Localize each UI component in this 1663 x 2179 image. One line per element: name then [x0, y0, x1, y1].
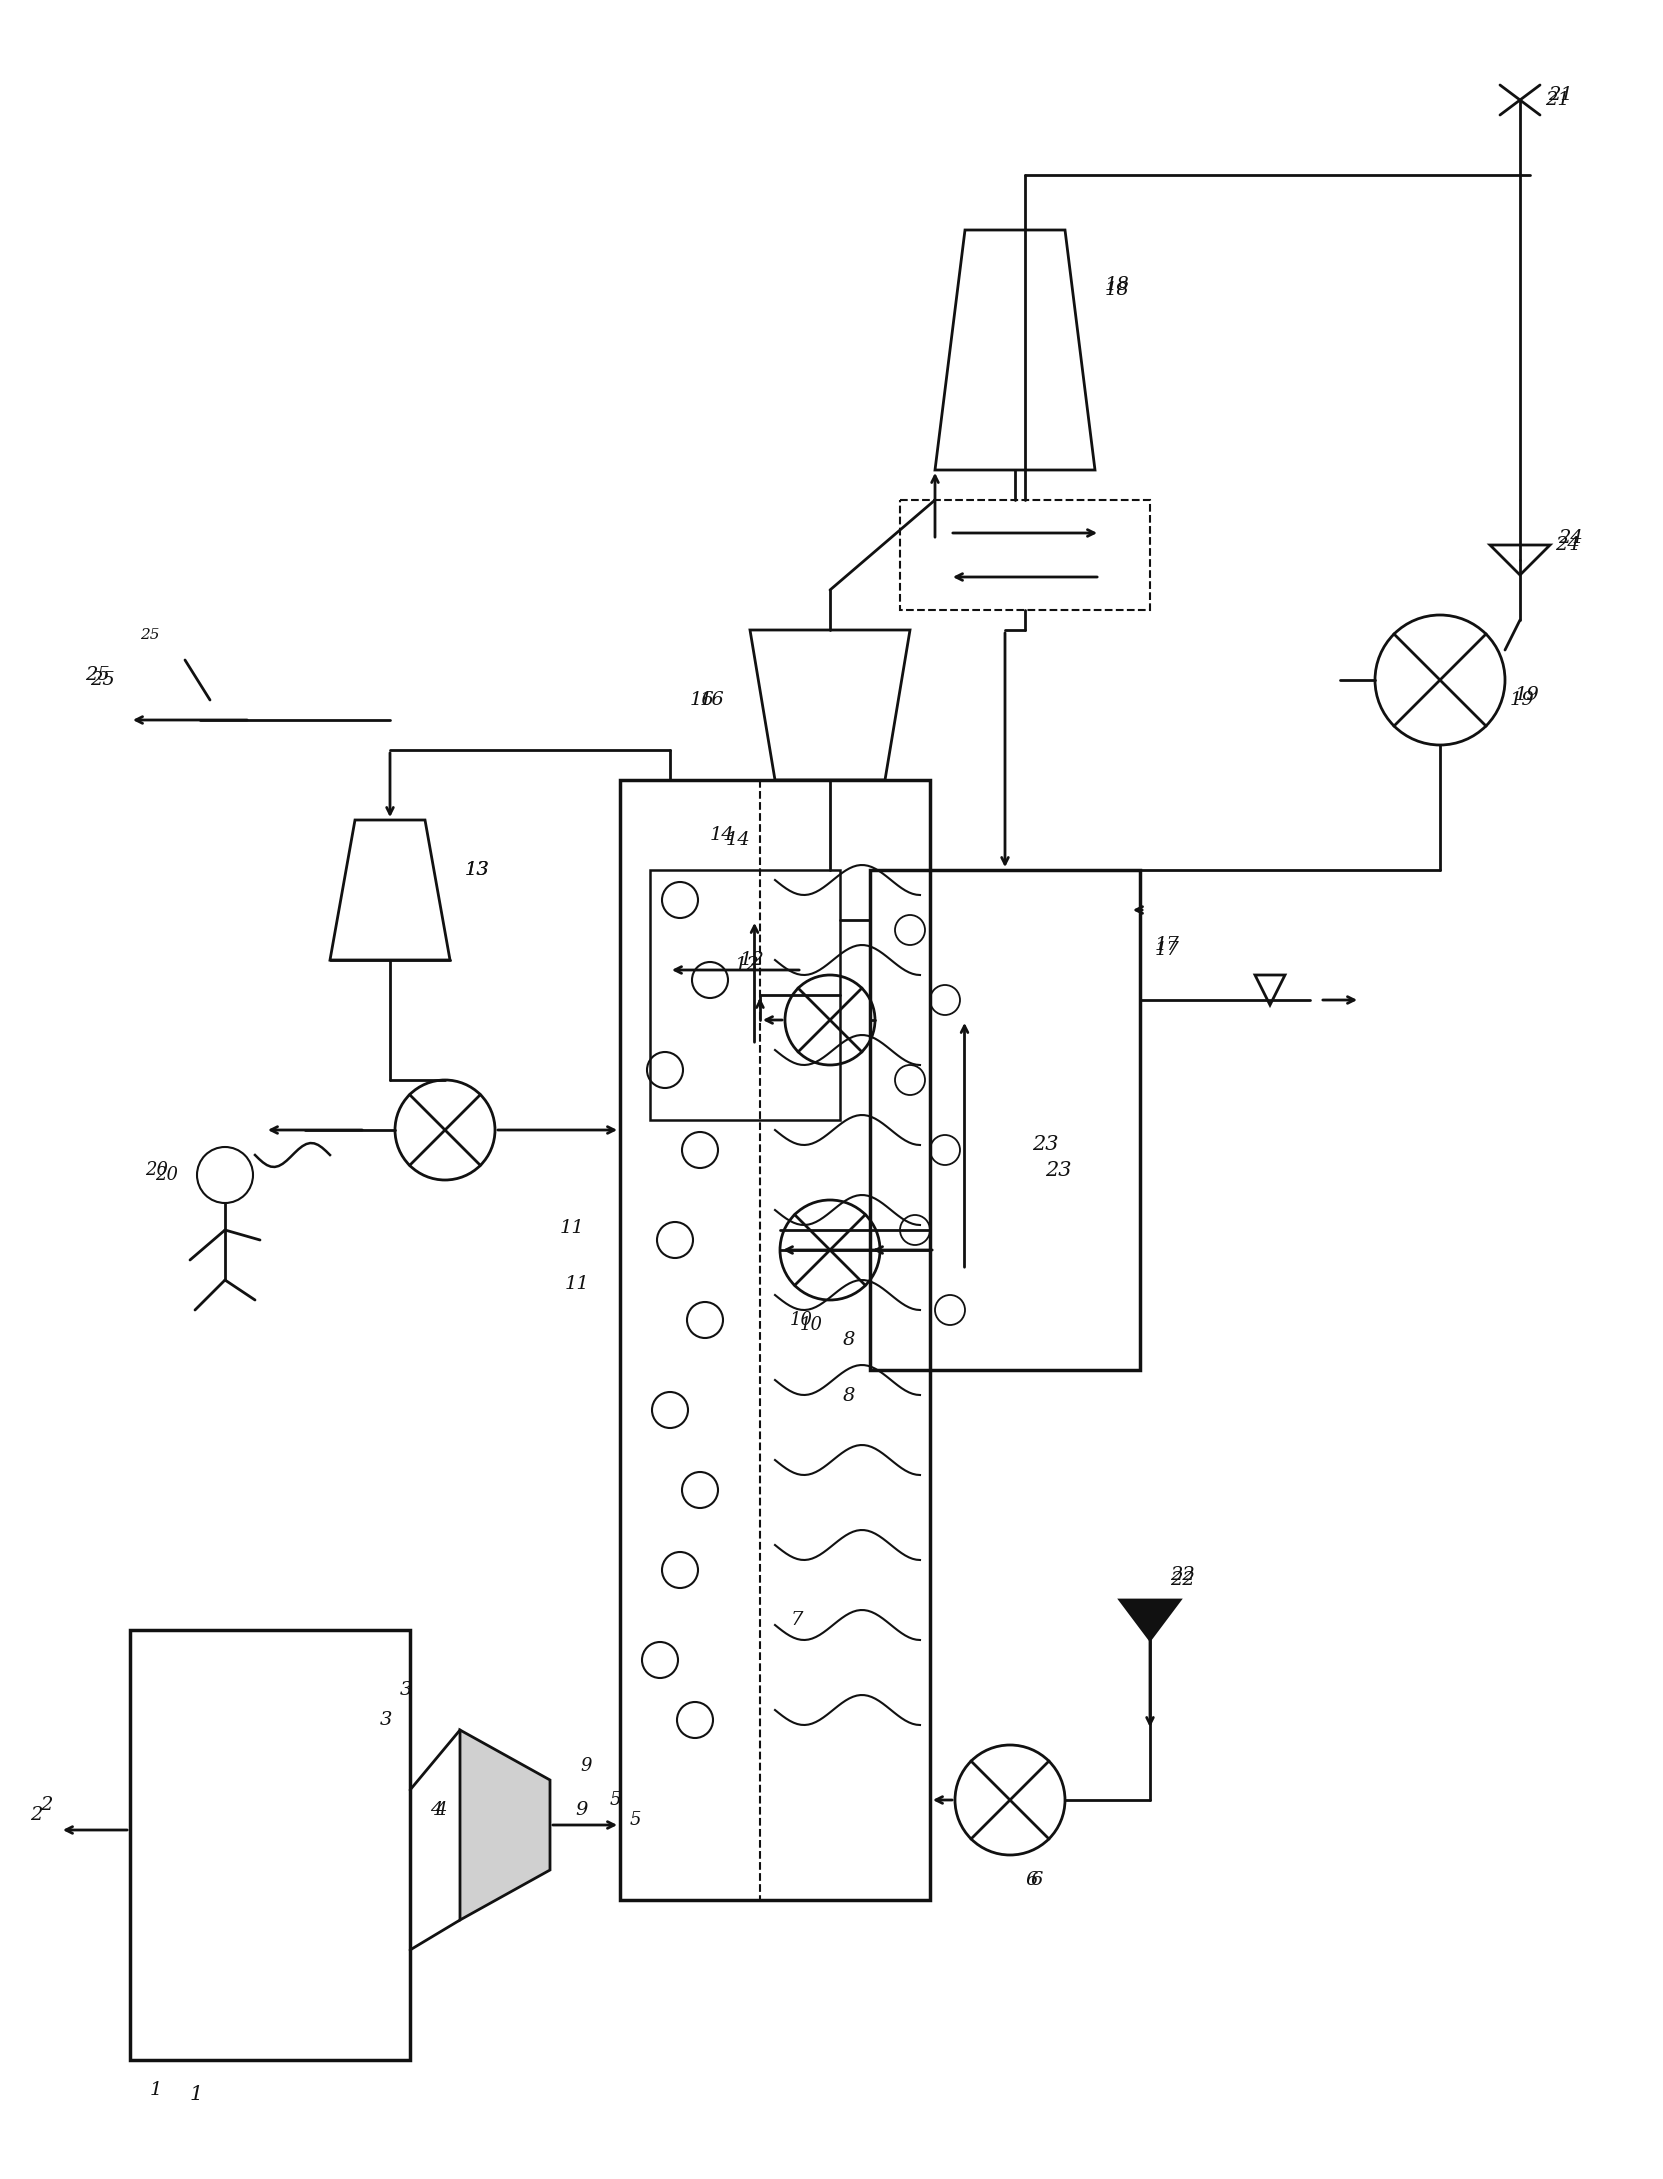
Bar: [650, 869, 840, 1120]
Text: 8: 8: [843, 1388, 855, 1405]
Text: 1: 1: [150, 2081, 163, 2098]
Text: 25: 25: [85, 667, 110, 684]
Polygon shape: [1119, 1599, 1181, 1641]
Text: 11: 11: [560, 1218, 585, 1238]
Text: 18: 18: [1104, 281, 1129, 299]
Text: 8: 8: [843, 1331, 855, 1349]
Text: 7: 7: [790, 1610, 803, 1630]
Text: 4: 4: [436, 1802, 446, 1819]
Text: 13: 13: [466, 861, 489, 878]
Text: 20: 20: [145, 1161, 168, 1179]
Text: 22: 22: [1171, 1567, 1194, 1584]
Text: 10: 10: [790, 1312, 813, 1329]
Text: 2: 2: [40, 1795, 52, 1813]
Text: 4: 4: [431, 1802, 442, 1819]
Text: 9: 9: [580, 1756, 592, 1774]
Text: 14: 14: [710, 826, 735, 843]
Text: 23: 23: [1046, 1161, 1073, 1179]
Text: 23: 23: [1033, 1135, 1059, 1155]
Text: 17: 17: [1156, 941, 1179, 959]
Text: 24: 24: [1555, 536, 1580, 553]
Text: 6: 6: [1029, 1872, 1043, 1889]
Bar: [870, 869, 1141, 1371]
Text: 16: 16: [700, 691, 725, 708]
Text: 21: 21: [1548, 85, 1573, 105]
Text: 18: 18: [1104, 277, 1129, 294]
Text: 17: 17: [1156, 937, 1179, 954]
Text: 10: 10: [800, 1316, 823, 1334]
Text: 25: 25: [90, 671, 115, 689]
Text: 3: 3: [381, 1711, 392, 1728]
Text: 25: 25: [140, 628, 160, 643]
Text: 20: 20: [155, 1166, 178, 1183]
Text: 24: 24: [1558, 529, 1583, 547]
Text: 13: 13: [466, 861, 489, 878]
Text: 12: 12: [735, 957, 760, 974]
Text: 1: 1: [190, 2085, 203, 2105]
Text: 19: 19: [1510, 691, 1535, 708]
Text: 16: 16: [690, 691, 715, 708]
Text: 12: 12: [740, 950, 765, 970]
Polygon shape: [461, 1730, 550, 1920]
Text: 5: 5: [630, 1811, 642, 1828]
Text: 11: 11: [565, 1275, 590, 1292]
Text: 14: 14: [727, 830, 750, 850]
Text: 2: 2: [30, 1806, 42, 1824]
Bar: [130, 1630, 411, 2059]
Text: 6: 6: [1024, 1872, 1038, 1889]
Text: 22: 22: [1171, 1571, 1194, 1588]
Bar: [620, 780, 930, 1900]
Text: 19: 19: [1515, 686, 1540, 704]
Text: 21: 21: [1545, 92, 1570, 109]
Text: 9: 9: [575, 1802, 587, 1819]
Bar: [900, 499, 1151, 610]
Text: 5: 5: [610, 1791, 622, 1809]
Text: 3: 3: [401, 1680, 412, 1700]
